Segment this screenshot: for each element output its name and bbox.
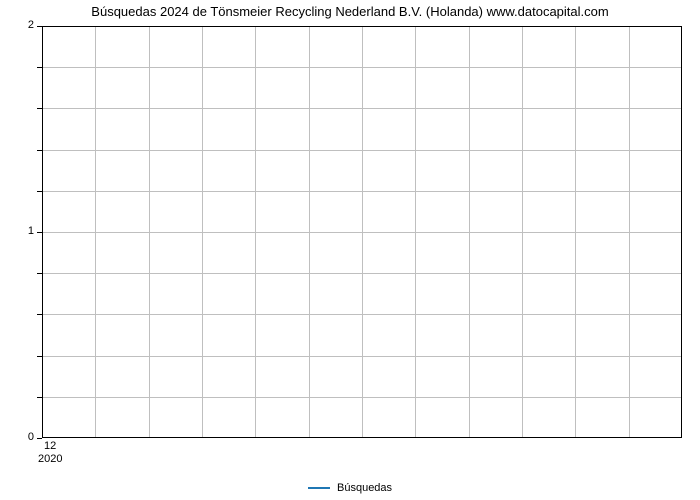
gridline-horizontal [42,356,682,357]
gridline-horizontal [42,67,682,68]
ytick-mark [37,150,42,151]
gridline-horizontal [42,150,682,151]
gridline-horizontal [42,273,682,274]
ytick-label: 0 [4,431,34,443]
gridline-horizontal [42,232,682,233]
ytick-mark [37,108,42,109]
ytick-mark [37,26,42,27]
legend-swatch [308,487,330,489]
ytick-mark [37,356,42,357]
chart-title: Búsquedas 2024 de Tönsmeier Recycling Ne… [0,4,700,19]
xtick-label-month: 12 [44,440,56,452]
gridline-horizontal [42,397,682,398]
ytick-mark [37,438,42,439]
ytick-mark [37,273,42,274]
legend: Búsquedas [0,482,700,494]
ytick-mark [37,191,42,192]
xtick-label-year: 2020 [38,453,62,465]
ytick-mark [37,314,42,315]
gridline-horizontal [42,191,682,192]
ytick-mark [37,232,42,233]
ytick-mark [37,397,42,398]
gridline-horizontal [42,314,682,315]
gridline-horizontal [42,108,682,109]
ytick-mark [37,67,42,68]
chart-root: Búsquedas 2024 de Tönsmeier Recycling Ne… [0,0,700,500]
ytick-label: 2 [4,19,34,31]
ytick-label: 1 [4,225,34,237]
legend-label: Búsquedas [337,482,392,494]
